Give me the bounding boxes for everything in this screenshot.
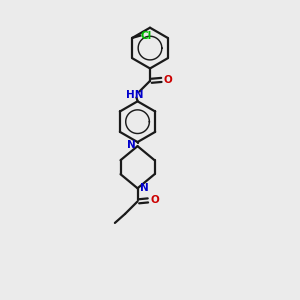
- Text: O: O: [164, 75, 172, 85]
- Text: N: N: [127, 140, 136, 150]
- Text: N: N: [140, 183, 149, 193]
- Text: HN: HN: [126, 89, 144, 100]
- Text: O: O: [150, 195, 159, 205]
- Text: Cl: Cl: [140, 31, 152, 40]
